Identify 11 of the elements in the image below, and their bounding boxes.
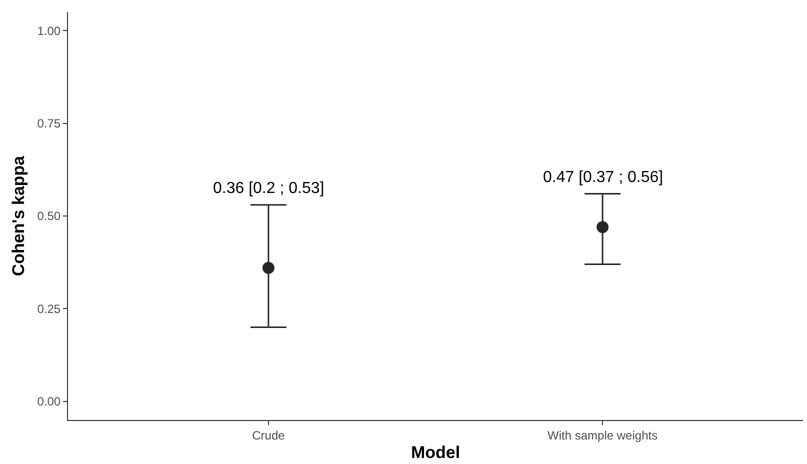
x-axis-title: Model [410,442,460,462]
y-tick-label: 0.00 [37,394,61,409]
y-tick-label: 0.25 [37,302,61,316]
y-axis-title: Cohen's kappa [8,155,28,276]
y-tick-label: 0.75 [37,116,61,130]
x-tick-label: Crude [252,428,286,442]
annotation: 0.36 [0.2 ; 0.53] [213,180,324,197]
y-tick-label: 0.50 [37,209,61,224]
annotation: 0.47 [0.37 ; 0.56] [543,169,664,186]
x-tick-label: With sample weights [548,428,658,442]
y-tick-label: 1.00 [37,24,61,38]
